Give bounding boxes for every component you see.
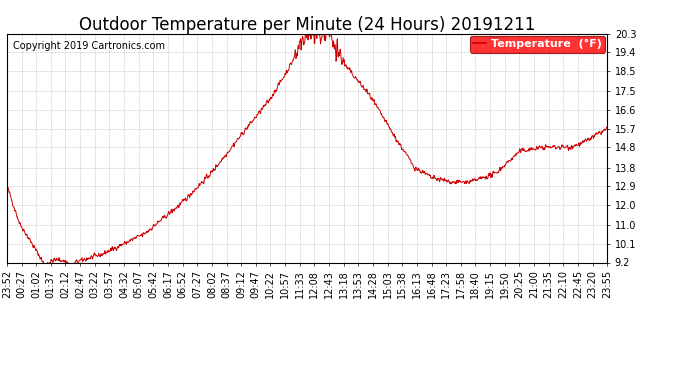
Legend: Temperature  (°F): Temperature (°F): [470, 36, 605, 53]
Title: Outdoor Temperature per Minute (24 Hours) 20191211: Outdoor Temperature per Minute (24 Hours…: [79, 16, 535, 34]
Text: Copyright 2019 Cartronics.com: Copyright 2019 Cartronics.com: [13, 40, 165, 51]
